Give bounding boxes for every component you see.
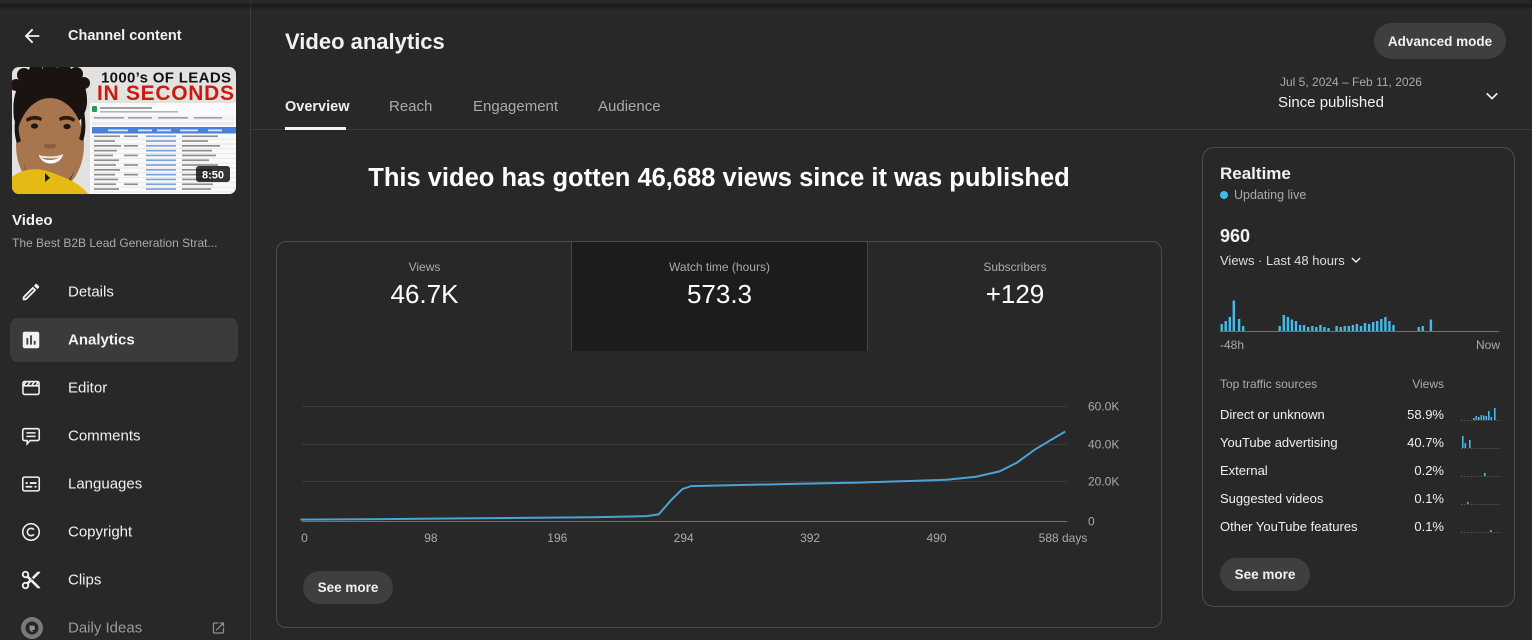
svg-text:392: 392 [800, 531, 820, 545]
svg-text:98: 98 [424, 531, 438, 545]
svg-text:0: 0 [301, 531, 308, 545]
svg-text:0: 0 [1088, 515, 1095, 529]
svg-text:196: 196 [547, 531, 567, 545]
svg-text:490: 490 [926, 531, 946, 545]
svg-text:294: 294 [674, 531, 694, 545]
svg-text:8:50: 8:50 [202, 170, 224, 182]
svg-text:60.0K: 60.0K [1088, 400, 1119, 414]
svg-text:588 days: 588 days [1039, 531, 1088, 545]
svg-text:1000’s OF LEADS: 1000’s OF LEADS [101, 70, 231, 87]
svg-text:40.0K: 40.0K [1088, 438, 1119, 452]
svg-text:IN SECONDS: IN SECONDS [97, 82, 234, 105]
svg-text:20.0K: 20.0K [1088, 475, 1119, 489]
